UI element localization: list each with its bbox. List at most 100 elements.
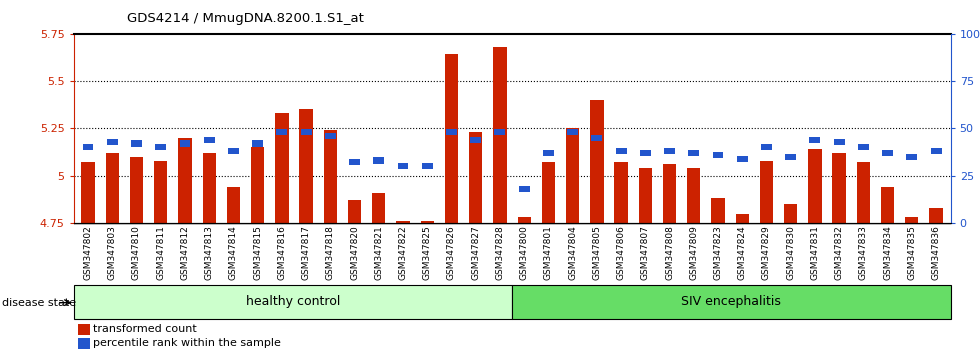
Bar <box>82 144 93 150</box>
Text: GSM347804: GSM347804 <box>568 225 577 280</box>
Text: GSM347811: GSM347811 <box>156 225 166 280</box>
Bar <box>688 150 699 156</box>
Bar <box>300 109 313 223</box>
Text: GSM347820: GSM347820 <box>350 225 359 280</box>
Bar <box>81 162 95 223</box>
Text: disease state: disease state <box>2 298 76 308</box>
Text: GSM347835: GSM347835 <box>907 225 916 280</box>
Bar <box>131 141 142 147</box>
Bar <box>373 158 384 164</box>
Text: GSM347801: GSM347801 <box>544 225 553 280</box>
Bar <box>325 133 336 139</box>
Text: GSM347803: GSM347803 <box>108 225 117 280</box>
Bar <box>251 147 265 223</box>
Bar <box>154 160 168 223</box>
Bar <box>832 153 846 223</box>
Bar <box>512 285 951 319</box>
Bar <box>226 187 240 223</box>
Text: SIV encephalitis: SIV encephalitis <box>681 295 781 308</box>
Text: GSM347832: GSM347832 <box>835 225 844 280</box>
Text: GSM347824: GSM347824 <box>738 225 747 280</box>
Text: GSM347817: GSM347817 <box>302 225 311 280</box>
Bar <box>664 148 675 154</box>
Text: GSM347805: GSM347805 <box>592 225 602 280</box>
Bar <box>566 128 579 223</box>
Bar <box>421 163 433 169</box>
Bar <box>517 217 531 223</box>
Bar <box>736 213 749 223</box>
Bar <box>737 156 748 162</box>
Bar <box>420 221 434 223</box>
Bar <box>639 168 652 223</box>
Bar <box>204 137 215 143</box>
Bar <box>107 138 118 145</box>
Bar <box>446 129 457 135</box>
Text: GSM347810: GSM347810 <box>132 225 141 280</box>
Bar <box>518 186 529 192</box>
Bar <box>615 148 626 154</box>
Text: GSM347828: GSM347828 <box>496 225 505 280</box>
Bar <box>372 193 385 223</box>
Text: transformed count: transformed count <box>93 324 197 334</box>
Text: healthy control: healthy control <box>246 295 340 308</box>
Bar <box>882 150 893 156</box>
Text: GSM347836: GSM347836 <box>932 225 941 280</box>
Bar <box>567 129 578 135</box>
Bar <box>106 153 119 223</box>
Text: GDS4214 / MmugDNA.8200.1.S1_at: GDS4214 / MmugDNA.8200.1.S1_at <box>127 12 365 25</box>
Text: GSM347802: GSM347802 <box>83 225 92 280</box>
Bar <box>834 138 845 145</box>
Bar <box>348 200 362 223</box>
Bar <box>906 217 918 223</box>
Bar <box>881 187 895 223</box>
Bar <box>178 138 192 223</box>
Text: GSM347813: GSM347813 <box>205 225 214 280</box>
Bar <box>929 208 943 223</box>
Text: GSM347809: GSM347809 <box>689 225 699 280</box>
Text: GSM347825: GSM347825 <box>422 225 432 280</box>
Text: percentile rank within the sample: percentile rank within the sample <box>93 338 281 348</box>
Bar <box>349 159 360 165</box>
Bar <box>931 148 942 154</box>
Bar <box>469 132 482 223</box>
Text: GSM347818: GSM347818 <box>325 225 335 280</box>
Bar <box>470 137 481 143</box>
Text: GSM347814: GSM347814 <box>229 225 238 280</box>
Bar <box>252 141 263 147</box>
Bar <box>761 144 772 150</box>
Bar <box>785 154 796 160</box>
Bar <box>858 144 869 150</box>
Text: GSM347827: GSM347827 <box>471 225 480 280</box>
Text: GSM347830: GSM347830 <box>786 225 795 280</box>
Bar <box>74 285 512 319</box>
Text: GSM347826: GSM347826 <box>447 225 456 280</box>
Text: GSM347807: GSM347807 <box>641 225 650 280</box>
Bar <box>129 157 143 223</box>
Text: GSM347816: GSM347816 <box>277 225 286 280</box>
Text: GSM347808: GSM347808 <box>665 225 674 280</box>
Bar <box>275 113 288 223</box>
Bar <box>784 204 798 223</box>
Text: GSM347823: GSM347823 <box>713 225 722 280</box>
Bar <box>543 150 554 156</box>
Bar <box>857 162 870 223</box>
Text: GSM347800: GSM347800 <box>519 225 528 280</box>
Bar <box>493 47 507 223</box>
Bar <box>445 55 458 223</box>
Bar <box>712 152 723 158</box>
Text: GSM347834: GSM347834 <box>883 225 892 280</box>
Bar <box>179 141 190 147</box>
Text: GSM347822: GSM347822 <box>399 225 408 280</box>
Text: GSM347815: GSM347815 <box>253 225 262 280</box>
Bar <box>906 154 917 160</box>
Bar <box>591 135 603 141</box>
Bar <box>396 221 410 223</box>
Bar <box>687 168 701 223</box>
Bar <box>495 129 506 135</box>
Text: GSM347833: GSM347833 <box>858 225 868 280</box>
Bar <box>323 130 337 223</box>
Bar <box>809 137 820 143</box>
Text: GSM347812: GSM347812 <box>180 225 189 280</box>
Text: GSM347831: GSM347831 <box>810 225 819 280</box>
Bar <box>711 198 724 223</box>
